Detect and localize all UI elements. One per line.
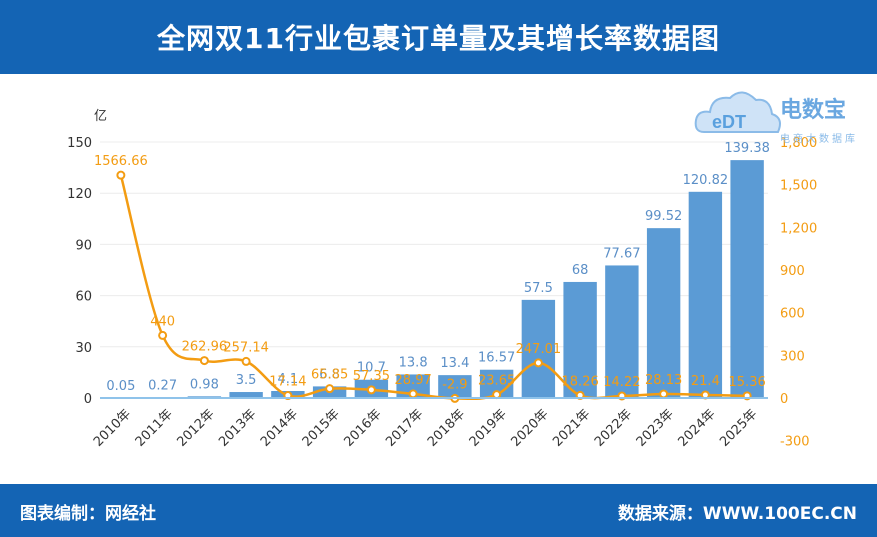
line-value-label: 15.36 <box>729 375 766 390</box>
bar-value-label: 57.5 <box>524 281 553 296</box>
bar-value-label: 120.82 <box>683 173 729 188</box>
line-value-label: 247.01 <box>516 342 562 357</box>
bars <box>104 160 764 398</box>
x-tick-label: 2012年 <box>174 407 217 450</box>
y-right-tick-label: 1,800 <box>780 136 817 151</box>
line-value-label: 57.35 <box>353 369 390 384</box>
cloud-logo-icon: eDT <box>694 91 781 133</box>
bar-value-label: 0.05 <box>106 379 135 394</box>
x-tick-label: 2010年 <box>91 407 134 450</box>
line-point <box>116 170 126 180</box>
x-tick-label: 2022年 <box>592 407 635 450</box>
y-right-tick-label: 0 <box>780 392 788 407</box>
x-tick-label: 2024年 <box>675 407 718 450</box>
bar <box>521 299 556 398</box>
bar-value-label: 13.4 <box>440 356 469 371</box>
line-value-label: 28.97 <box>395 373 432 388</box>
y-right-tick-label: 300 <box>780 349 805 364</box>
line-value-label: 440 <box>150 314 175 329</box>
line-value-label: -2.9 <box>442 377 467 392</box>
y-left-tick-label: 120 <box>67 187 92 202</box>
x-tick-label: 2023年 <box>634 407 677 450</box>
x-tick-label: 2025年 <box>717 407 760 450</box>
bar <box>438 375 472 398</box>
x-tick-label: 2014年 <box>258 407 301 450</box>
x-tick-label: 2015年 <box>300 407 343 450</box>
bar-value-label: 0.98 <box>190 377 219 392</box>
bar-value-label: 77.67 <box>603 246 640 261</box>
bar-value-label: 13.8 <box>399 355 428 370</box>
y-left-tick-label: 30 <box>75 341 92 356</box>
bar-value-label: 6.8 <box>319 367 340 382</box>
source-text: 数据来源：WWW.100EC.CN <box>617 504 857 524</box>
y-left-tick-label: 150 <box>67 136 92 151</box>
bar-value-label: 3.5 <box>236 373 257 388</box>
x-tick-label: 2018年 <box>425 407 468 450</box>
logo-subtext: 电商大数据库 <box>780 134 858 145</box>
bar-labels: 0.05 0.27 0.98 3.5 4.1 6.8 10.7 13.8 13.4 16.57 57… <box>106 141 769 394</box>
line-value-label: 28.13 <box>645 373 682 388</box>
y-left-unit: 亿 <box>94 109 107 124</box>
bar-value-label: 99.52 <box>645 209 682 224</box>
bar-value-label: 10.7 <box>357 361 386 376</box>
y-right-tick-label: -300 <box>780 435 810 450</box>
line-value-label: 18.26 <box>562 374 599 389</box>
y-right-tick-label: 900 <box>780 264 805 279</box>
bar <box>688 191 723 398</box>
line-value-label: 21.4 <box>691 374 720 389</box>
line-value-label: 262.96 <box>182 340 228 355</box>
x-tick-label: 2016年 <box>341 407 384 450</box>
line-value-label: 14.22 <box>603 375 640 390</box>
y-right-tick-label: 600 <box>780 307 805 322</box>
bar-value-label: 16.57 <box>478 351 515 366</box>
x-tick-label: 2019年 <box>467 407 510 450</box>
footer-bar: 图表编制：网经社 数据来源：WWW.100EC.CN <box>0 484 877 537</box>
bar-value-label: 4.1 <box>278 372 299 387</box>
x-tick-label: 2021年 <box>550 407 593 450</box>
line-point <box>199 356 209 366</box>
line-value-label: 23.65 <box>478 374 515 389</box>
x-tick-label: 2017年 <box>383 407 426 450</box>
credit-text: 图表编制：网经社 <box>20 504 156 524</box>
bar <box>563 281 597 398</box>
bar <box>605 265 639 398</box>
line-value-label: 257.14 <box>223 340 269 355</box>
bar-value-label: 139.38 <box>724 141 770 156</box>
growth-line <box>116 170 752 403</box>
line-point <box>366 385 376 395</box>
y-right-tick-label: 1,200 <box>780 221 817 236</box>
title-bar: 全网双11行业包裹订单量及其增长率数据图 <box>0 0 877 74</box>
line-value-label: 1566.66 <box>94 154 148 169</box>
y-left-tick-label: 60 <box>75 290 92 305</box>
y-right-tick-label: 1,500 <box>780 179 817 194</box>
chart-title: 全网双11行业包裹订单量及其增长率数据图 <box>157 22 720 55</box>
logo-badge: eDT <box>712 112 746 132</box>
x-tick-label: 2011年 <box>133 407 176 450</box>
line-point <box>533 358 543 368</box>
line-point <box>659 389 669 399</box>
line-point <box>408 389 418 399</box>
y-left-tick-label: 0 <box>84 392 92 407</box>
bar-value-label: 68 <box>572 263 589 278</box>
bar <box>730 160 764 398</box>
line-point <box>241 356 251 366</box>
logo-text: 电数宝 <box>780 98 847 123</box>
bar-value-label: 0.27 <box>148 379 177 394</box>
line-value-label: 65.85 <box>311 368 348 383</box>
line-value-label: 17.14 <box>269 375 306 390</box>
combo-chart: 0.05 0.27 0.98 3.5 4.1 6.8 10.7 13.8 13.4 16.57 57… <box>67 109 817 450</box>
line-point <box>158 330 168 340</box>
bar <box>646 228 681 398</box>
x-tick-label: 2013年 <box>216 407 259 450</box>
y-left-tick-label: 90 <box>75 238 92 253</box>
line-point <box>325 384 335 394</box>
bar <box>229 392 263 398</box>
x-tick-label: 2020年 <box>508 407 551 450</box>
